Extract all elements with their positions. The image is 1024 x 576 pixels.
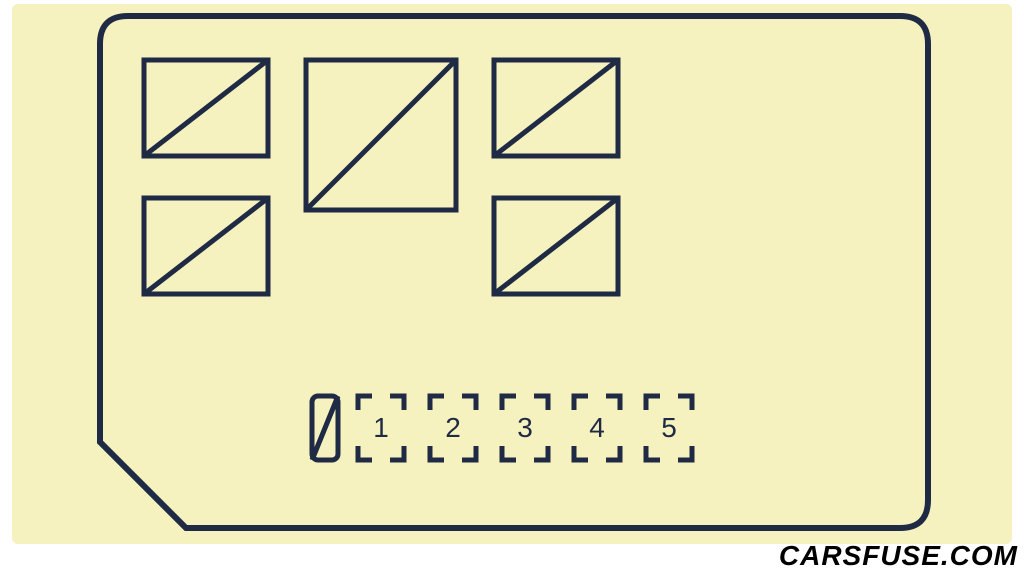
fuse-slot-4 [606,446,620,460]
fuse-slot-2 [430,396,444,410]
fuse-slot-3 [534,396,548,410]
watermark-text: CARSFUSE.COM [779,540,1018,572]
fuse-slot-3 [502,446,516,460]
fuse-slot-1 [390,396,404,410]
fuse-slot-2 [462,446,476,460]
fuse-slot-5 [678,446,692,460]
fuse-slot-2 [430,446,444,460]
fuse-slot-4 [574,396,588,410]
fuse-slot-5 [646,396,660,410]
fuse-slot-2 [462,396,476,410]
fuse-slot-label-1: 1 [361,414,401,442]
fuse-slot-label-5: 5 [649,414,689,442]
fuse-slot-1 [390,446,404,460]
diagram-canvas: 1 2 3 4 5 CARSFUSE.COM [0,0,1024,576]
fuse-slots [0,0,1024,576]
fuse-slot-label-4: 4 [577,414,617,442]
fuse-slot-3 [534,446,548,460]
fuse-slot-4 [574,446,588,460]
fuse-slot-5 [678,396,692,410]
fuse-slot-1 [358,446,372,460]
fuse-slot-1 [358,396,372,410]
fuse-slot-5 [646,446,660,460]
fuse-slot-4 [606,396,620,410]
fuse-slot-label-2: 2 [433,414,473,442]
fuse-slot-3 [502,396,516,410]
fuse-slot-label-3: 3 [505,414,545,442]
